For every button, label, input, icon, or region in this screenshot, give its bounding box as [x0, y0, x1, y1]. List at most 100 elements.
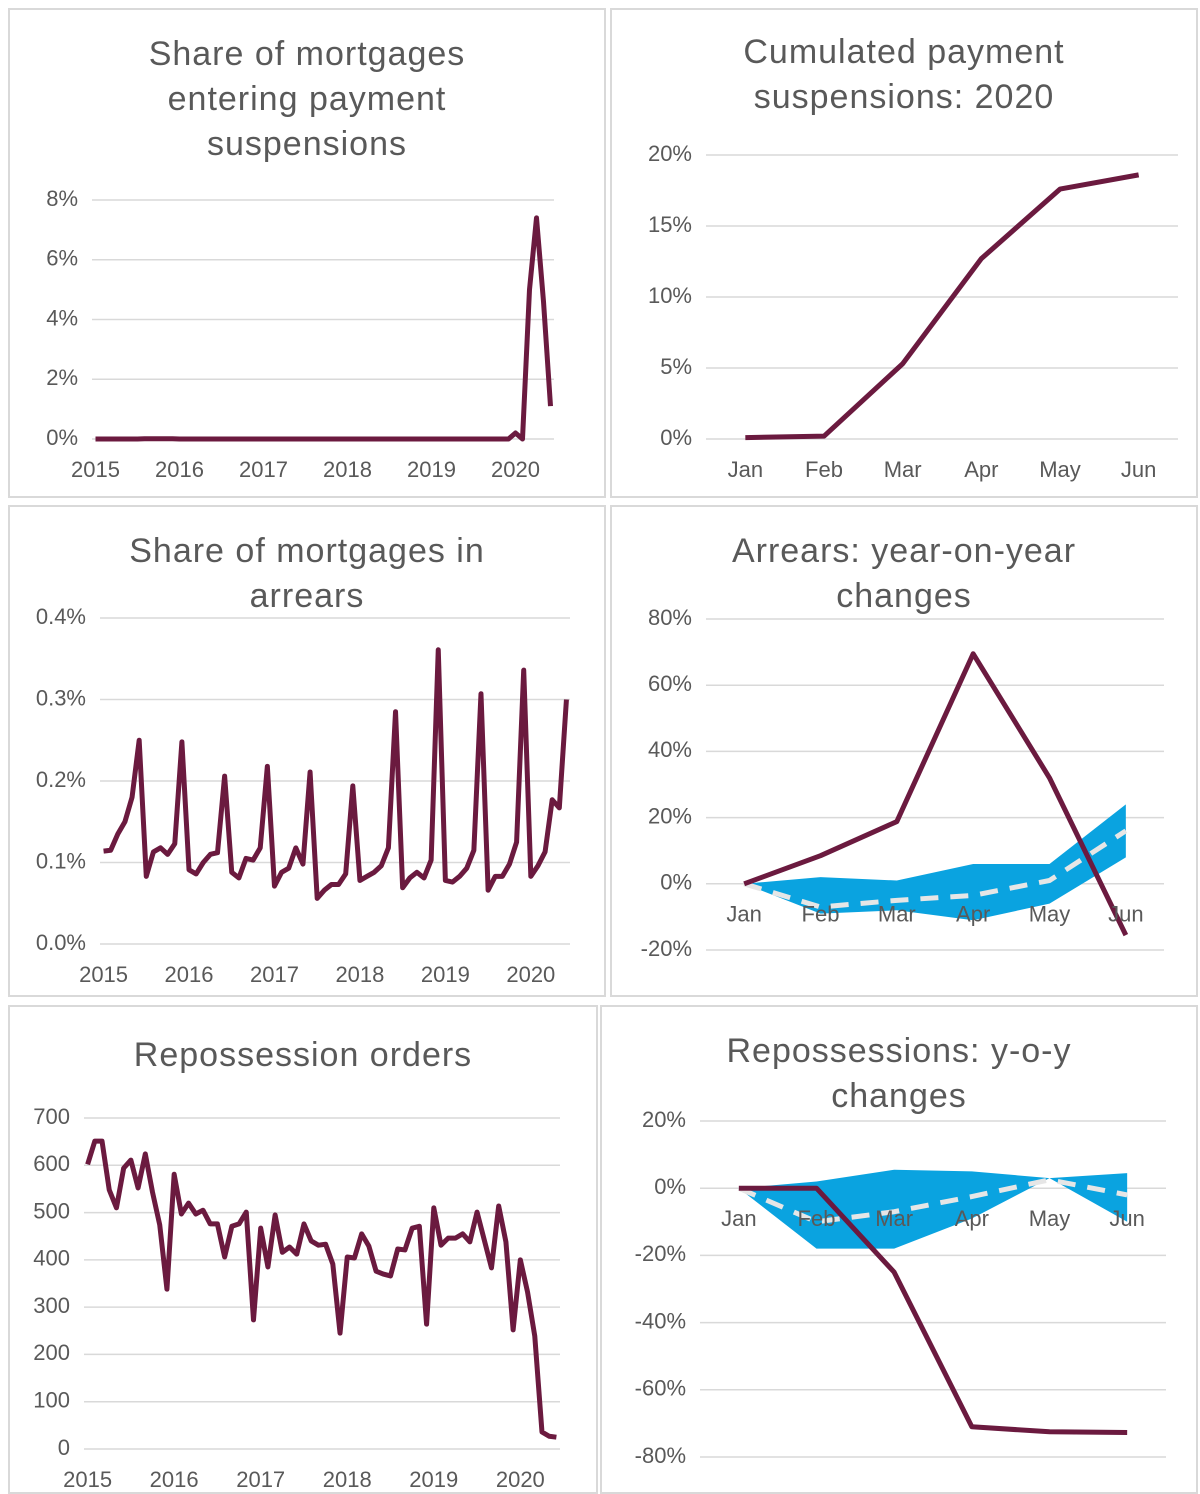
y-tick-label: 20%	[648, 803, 692, 828]
x-tick-label: Apr	[955, 1206, 989, 1231]
y-tick-label: -40%	[635, 1308, 686, 1333]
data-line	[745, 172, 1140, 441]
x-tick-label: 2018	[335, 962, 384, 987]
y-tick-label: 15%	[648, 212, 692, 237]
data-line	[103, 647, 569, 901]
chart: 0% 5% 10% 15% 20% Jan Feb Mar Apr May Jun	[648, 141, 1178, 482]
x-tick-label: Jun	[1121, 457, 1156, 482]
y-tick-label: 0.1%	[36, 848, 86, 873]
chart: 0% 2% 4% 6% 8% 2015 2016 2017 2018 2019 2020	[46, 186, 554, 482]
chart-title: Cumulated payment suspensions: 2020	[743, 33, 1065, 116]
chart-panel: -80% -60% -40% -20% 0% 20% Jan Feb Mar Apr May Jun R…	[600, 1005, 1198, 1494]
dashed-line	[737, 1177, 1128, 1225]
chart-title: Arrears: year-on-year changes	[731, 532, 1077, 615]
chart: -20% 0% 20% 40% 60% 80% Jan Feb Mar Apr May Jun	[641, 605, 1164, 961]
x-tick-label: May	[1029, 1206, 1071, 1231]
x-tick-label: Jun	[1109, 1206, 1144, 1231]
y-tick-label: 20%	[642, 1107, 686, 1132]
x-tick-label: 2017	[239, 457, 288, 482]
y-tick-label: 0%	[654, 1174, 686, 1199]
x-tick-label: 2020	[506, 962, 555, 987]
x-tick-label: 2016	[150, 1467, 199, 1492]
x-tick-label: Jan	[726, 902, 761, 927]
x-tick-label: 2016	[165, 962, 214, 987]
x-tick-label: Apr	[956, 902, 990, 927]
x-tick-label: 2015	[63, 1467, 112, 1492]
y-tick-label: 0%	[46, 425, 78, 450]
x-tick-label: 2020	[491, 457, 540, 482]
chart-panel: 0.0% 0.1% 0.2% 0.3% 0.4% 2015 2016 2017 2018 2019…	[8, 505, 606, 997]
y-tick-label: 200	[33, 1340, 70, 1365]
chart: 0 100 200 300 400 500 600 700 2015 2016 2017 2018 20…	[33, 1104, 560, 1492]
y-tick-label: 2%	[46, 365, 78, 390]
x-tick-label: 2015	[79, 962, 128, 987]
y-tick-label: 0%	[660, 425, 692, 450]
chart-title: Share of mortgages in arrears	[129, 532, 485, 615]
chart-panel: 0% 2% 4% 6% 8% 2015 2016 2017 2018 2019 2020 Share …	[8, 8, 606, 498]
x-tick-label: Feb	[805, 457, 843, 482]
data-line	[85, 1138, 557, 1440]
y-tick-label: 100	[33, 1388, 70, 1413]
y-tick-label: 40%	[648, 737, 692, 762]
data-line	[95, 215, 553, 442]
y-tick-label: 0.2%	[36, 767, 86, 792]
x-tick-label: 2018	[323, 1467, 372, 1492]
y-tick-label: 5%	[660, 354, 692, 379]
x-tick-label: Jan	[728, 457, 763, 482]
y-tick-label: 400	[33, 1246, 70, 1271]
dashed-line	[743, 828, 1128, 910]
y-tick-label: -20%	[635, 1241, 686, 1266]
x-tick-label: 2020	[496, 1467, 545, 1492]
y-tick-label: 0%	[660, 870, 692, 895]
y-tick-label: 700	[33, 1104, 70, 1129]
y-tick-label: 300	[33, 1293, 70, 1318]
y-tick-label: 0.0%	[36, 930, 86, 955]
band-area	[738, 1169, 1128, 1249]
x-tick-label: Mar	[875, 1206, 913, 1231]
x-tick-label: Feb	[798, 1206, 836, 1231]
y-tick-label: -80%	[635, 1443, 686, 1468]
y-tick-label: 0	[58, 1435, 70, 1460]
chart-title: Repossessions: y-o-y changes	[726, 1032, 1072, 1115]
chart: 0.0% 0.1% 0.2% 0.3% 0.4% 2015 2016 2017 2018 2019…	[36, 604, 570, 987]
y-tick-label: 20%	[648, 141, 692, 166]
y-tick-label: 0.3%	[36, 685, 86, 710]
x-tick-label: Apr	[964, 457, 998, 482]
y-tick-label: 60%	[648, 671, 692, 696]
y-tick-label: 8%	[46, 186, 78, 211]
x-tick-label: May	[1039, 457, 1081, 482]
y-tick-label: 80%	[648, 605, 692, 630]
x-tick-label: Jun	[1108, 902, 1143, 927]
y-tick-label: 10%	[648, 283, 692, 308]
chart-title: Share of mortgages entering payment susp…	[148, 35, 466, 163]
y-tick-label: 500	[33, 1198, 70, 1223]
x-tick-label: 2017	[250, 962, 299, 987]
x-tick-label: 2017	[236, 1467, 285, 1492]
x-tick-label: May	[1029, 902, 1071, 927]
chart: -80% -60% -40% -20% 0% 20% Jan Feb Mar Apr May Jun	[635, 1107, 1166, 1468]
x-tick-label: 2018	[323, 457, 372, 482]
x-tick-label: 2016	[155, 457, 204, 482]
chart-title: Repossession orders	[133, 1036, 473, 1074]
x-tick-label: Mar	[884, 457, 922, 482]
x-tick-label: Feb	[802, 902, 840, 927]
x-tick-label: 2019	[421, 962, 470, 987]
y-tick-label: 0.4%	[36, 604, 86, 629]
chart-panel: 0% 5% 10% 15% 20% Jan Feb Mar Apr May Jun Cumulated…	[610, 8, 1198, 498]
y-tick-label: 4%	[46, 305, 78, 330]
chart-panel: -20% 0% 20% 40% 60% 80% Jan Feb Mar Apr May Jun Arre…	[610, 505, 1198, 997]
x-tick-label: Jan	[721, 1206, 756, 1231]
x-tick-label: 2019	[407, 457, 456, 482]
x-tick-label: Mar	[878, 902, 916, 927]
y-tick-label: 6%	[46, 246, 78, 271]
y-tick-label: 600	[33, 1151, 70, 1176]
y-tick-label: -20%	[641, 936, 692, 961]
data-line	[738, 1185, 1128, 1435]
x-tick-label: 2015	[71, 457, 120, 482]
data-line	[743, 651, 1129, 937]
x-tick-label: 2019	[409, 1467, 458, 1492]
band-area	[744, 804, 1126, 921]
chart-panel: 0 100 200 300 400 500 600 700 2015 2016 2017 2018 20…	[8, 1005, 598, 1494]
y-tick-label: -60%	[635, 1376, 686, 1401]
